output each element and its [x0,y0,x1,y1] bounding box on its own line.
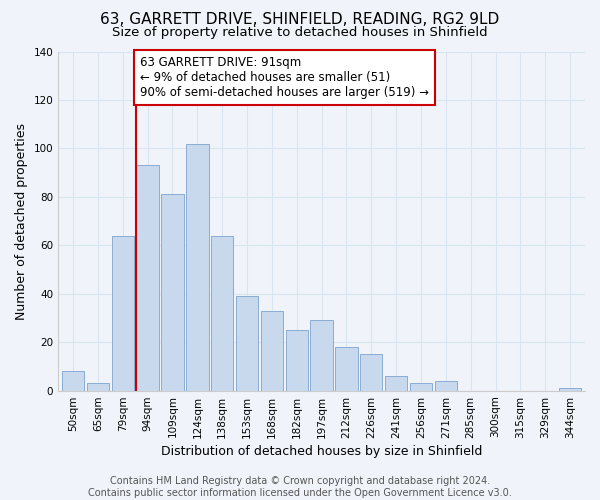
Bar [410,384,432,390]
Bar [236,296,258,390]
Bar [112,236,134,390]
Text: Contains HM Land Registry data © Crown copyright and database right 2024.
Contai: Contains HM Land Registry data © Crown c… [88,476,512,498]
Bar [62,371,84,390]
Bar [260,310,283,390]
Bar [385,376,407,390]
Bar [87,384,109,390]
Bar [161,194,184,390]
Y-axis label: Number of detached properties: Number of detached properties [15,122,28,320]
X-axis label: Distribution of detached houses by size in Shinfield: Distribution of detached houses by size … [161,444,482,458]
Bar [186,144,209,390]
Bar [211,236,233,390]
Text: 63 GARRETT DRIVE: 91sqm
← 9% of detached houses are smaller (51)
90% of semi-det: 63 GARRETT DRIVE: 91sqm ← 9% of detached… [140,56,429,100]
Bar [136,166,159,390]
Text: Size of property relative to detached houses in Shinfield: Size of property relative to detached ho… [112,26,488,39]
Bar [360,354,382,391]
Bar [335,347,358,391]
Bar [559,388,581,390]
Bar [434,381,457,390]
Text: 63, GARRETT DRIVE, SHINFIELD, READING, RG2 9LD: 63, GARRETT DRIVE, SHINFIELD, READING, R… [100,12,500,28]
Bar [286,330,308,390]
Bar [310,320,333,390]
